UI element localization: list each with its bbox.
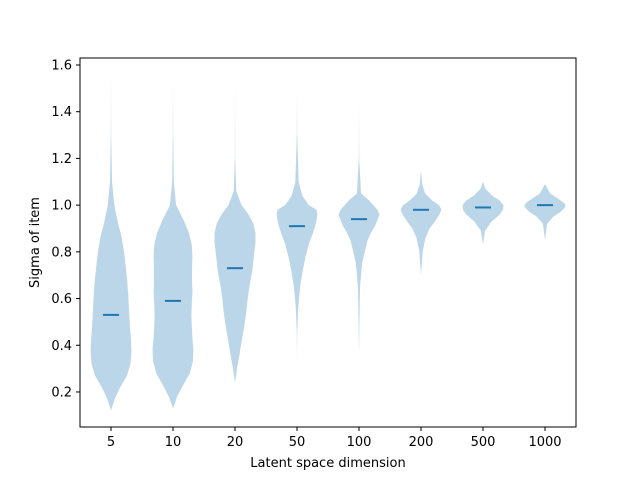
x-tick-label: 1000 [528, 435, 561, 450]
plot-frame [79, 57, 577, 428]
x-tick-label: 20 [227, 435, 244, 450]
x-axis: 5 10 20 50 100 200 500 1000 [107, 427, 562, 450]
x-tick-label: 10 [165, 435, 182, 450]
y-axis: 0.2 0.4 0.6 0.8 1.0 1.2 1.4 1.6 [51, 59, 80, 400]
x-tick-label: 200 [409, 435, 434, 450]
y-tick-label: 1.6 [51, 59, 72, 74]
violin-body-200 [400, 170, 442, 276]
y-tick-label: 0.6 [51, 292, 72, 307]
median-group [103, 204, 553, 316]
violin-body-1000 [524, 184, 566, 241]
y-axis-label: Sigma of item [28, 197, 43, 288]
y-tick-label: 0.8 [51, 245, 72, 260]
x-axis-label: Latent space dimension [250, 456, 405, 471]
x-tick-label: 100 [347, 435, 372, 450]
x-tick-label: 50 [289, 435, 306, 450]
violin-body-20 [214, 83, 256, 383]
violin-body-100 [338, 97, 380, 357]
y-tick-label: 0.4 [51, 339, 72, 354]
y-tick-label: 0.2 [51, 385, 72, 400]
violin-body-5 [90, 69, 132, 411]
x-tick-label: 500 [471, 435, 496, 450]
y-tick-label: 1.4 [51, 105, 72, 120]
y-tick-label: 1.2 [51, 152, 72, 167]
x-tick-label: 5 [107, 435, 115, 450]
violin-body-10 [152, 74, 194, 409]
y-tick-label: 1.0 [51, 199, 72, 214]
violin-body-500 [462, 181, 504, 245]
